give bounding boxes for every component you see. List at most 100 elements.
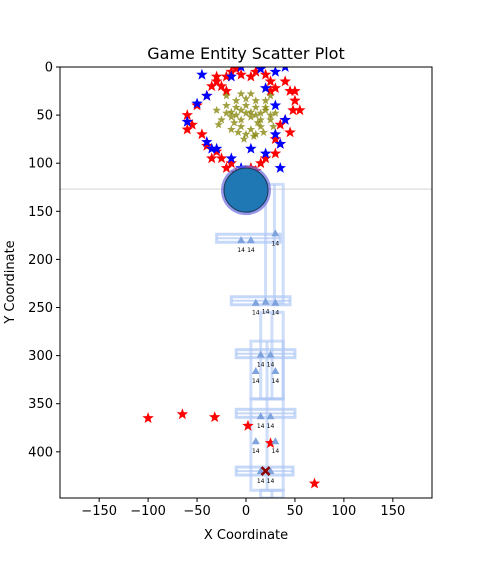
triangle-point-label: 14: [257, 423, 265, 430]
olive-star-point: [246, 125, 256, 134]
blue-star-point: [274, 162, 286, 173]
red-star-point: [308, 477, 321, 489]
olive-star-point: [261, 105, 270, 114]
blue-star-point: [269, 99, 282, 111]
olive-star-point: [239, 134, 249, 143]
x-tick-label: −50: [183, 504, 210, 519]
olive-star-point: [230, 118, 239, 127]
y-tick-label: 150: [28, 205, 53, 220]
olive-star-point: [231, 102, 241, 111]
triangle-point-label: 14: [267, 478, 275, 485]
blue-star-point: [245, 142, 257, 154]
triangle-point: [271, 437, 280, 445]
triangle-point: [271, 298, 280, 306]
olive-star-point: [241, 101, 251, 110]
red-star-point: [287, 104, 299, 116]
olive-star-point: [212, 105, 221, 114]
olive-star-point: [236, 89, 246, 98]
red-star-point: [294, 104, 306, 116]
red-star-point: [269, 147, 282, 159]
red-star-point: [225, 157, 237, 169]
olive-star-point: [241, 94, 251, 103]
blue-star-point: [201, 136, 213, 147]
y-axis-label: Y Coordinate: [3, 240, 18, 324]
y-tick-label: 200: [28, 253, 53, 268]
red-star-point: [264, 75, 277, 87]
olive-star-point: [256, 122, 265, 131]
x-tick-label: −150: [81, 504, 117, 519]
red-star-point: [186, 118, 198, 130]
red-star-point: [259, 152, 272, 164]
chart-title: Game Entity Scatter Plot: [147, 44, 344, 63]
red-star-point: [264, 85, 277, 96]
red-star-point: [259, 68, 272, 80]
olive-star-point: [222, 108, 231, 117]
olive-star-point: [231, 110, 241, 119]
olive-star-point: [241, 129, 251, 138]
blue-star-point: [206, 142, 218, 154]
red-star-point: [220, 162, 233, 173]
triangle-point-label: 14: [247, 247, 255, 254]
triangle-point: [271, 367, 280, 375]
blue-star-point: [225, 152, 237, 164]
red-star-point: [264, 437, 277, 448]
red-star-point: [181, 123, 193, 135]
olive-star-point: [269, 122, 278, 131]
olive-star-point: [222, 101, 231, 110]
blue-star-point: [259, 147, 272, 159]
blue-star-point: [281, 67, 289, 72]
y-tick-label: 100: [28, 157, 53, 172]
olive-star-point: [222, 91, 231, 100]
circle-point: [223, 167, 269, 213]
triangle-point: [246, 236, 255, 244]
red-star-point: [274, 118, 286, 130]
triangle-point: [266, 412, 275, 420]
red-star-point: [209, 411, 221, 422]
red-star-point: [284, 126, 296, 138]
x-tick-label: −100: [130, 504, 166, 519]
red-star-point: [201, 139, 213, 151]
y-tick-label: 350: [28, 397, 53, 412]
olive-star-point: [227, 125, 236, 134]
triangle-point-label: 14: [252, 378, 260, 385]
blue-star-point: [196, 68, 208, 80]
x-axis: −150 −100 −50 0 50 100 150: [81, 498, 405, 519]
triangle-point-label: 14: [272, 448, 280, 455]
olive-star-point: [261, 96, 270, 105]
red-star-point: [279, 75, 291, 87]
triangle-point-label: 14: [237, 247, 245, 254]
olive-star-point: [251, 110, 261, 119]
olive-star-point: [261, 102, 270, 111]
olive-star-point: [271, 108, 280, 117]
olive-star-point: [266, 91, 275, 100]
x-tick-label: 0: [242, 504, 250, 519]
red-star-point: [269, 82, 282, 93]
y-tick-label: 50: [36, 109, 53, 124]
olive-star-point: [236, 122, 246, 131]
blue-star-point: [269, 67, 282, 77]
triangle-point-label: 14: [267, 423, 275, 430]
olive-star-point: [227, 112, 236, 121]
olive-star-point: [253, 118, 262, 127]
red-star-point: [210, 75, 223, 87]
olive-star-point: [246, 89, 256, 98]
blue-star-point: [279, 113, 291, 125]
red-star-point: [142, 412, 154, 423]
olive-star-point: [256, 115, 265, 124]
triangle-point: [251, 298, 260, 306]
triangle-point-label: 14: [257, 478, 265, 485]
blue-star-point: [181, 115, 193, 127]
olive-star-point: [214, 120, 223, 129]
olive-star-point: [266, 110, 275, 119]
triangle-point: [261, 297, 270, 305]
olive-star-point: [233, 127, 243, 137]
olive-star-point: [251, 129, 261, 138]
blue-star-point: [237, 67, 245, 72]
triangle-point: [266, 350, 275, 358]
triangle-point: [237, 236, 246, 244]
triangle-point-label: 14: [272, 378, 280, 385]
olive-star-point: [249, 131, 259, 140]
red-star-point: [242, 419, 254, 431]
blue-star-point: [191, 97, 203, 109]
blue-star-point: [201, 89, 213, 101]
